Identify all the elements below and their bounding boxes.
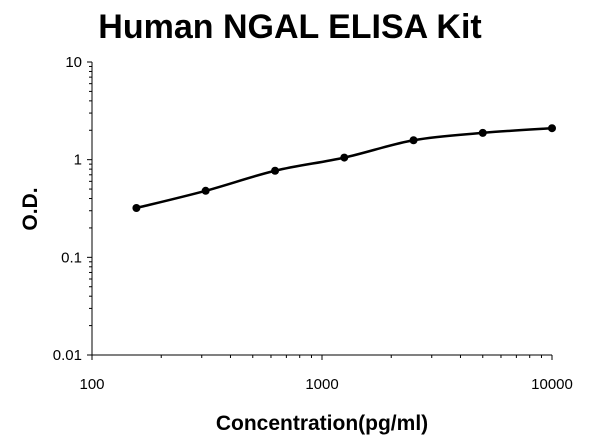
data-point — [409, 136, 418, 145]
x-tick-label: 1000 — [305, 376, 338, 393]
data-point — [548, 124, 556, 133]
data-point — [271, 166, 280, 175]
trendline-layer — [136, 126, 553, 210]
data-point — [132, 203, 141, 212]
y-axis-label: O.D. — [19, 187, 42, 230]
x-tick-label: 100 — [79, 376, 104, 393]
trendline — [136, 126, 553, 210]
tick-labels: 0.01 0.1 1 10 100 1000 10000 — [53, 54, 573, 393]
y-tick-label: 10 — [65, 54, 82, 71]
data-points — [132, 124, 556, 212]
x-axis-label: Concentration(pg/ml) — [216, 412, 428, 435]
data-point — [340, 153, 349, 162]
data-point — [201, 186, 210, 195]
y-tick-label: 1 — [74, 152, 82, 169]
y-tick-label: 0.01 — [53, 347, 82, 364]
x-tick-label: 10000 — [531, 376, 573, 393]
data-point — [478, 128, 487, 137]
chart-title: Human NGAL ELISA Kit — [98, 8, 481, 46]
plot-axes — [87, 61, 553, 360]
y-tick-label: 0.1 — [61, 249, 82, 266]
